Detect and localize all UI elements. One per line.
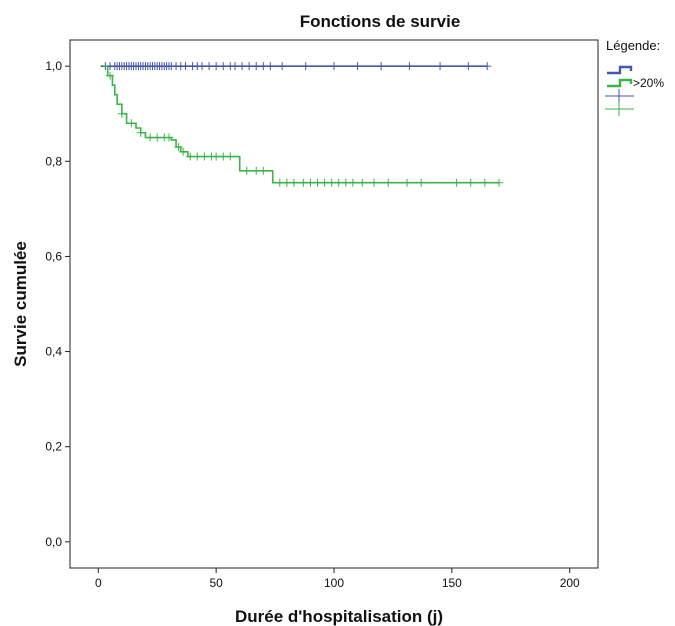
plot-frame: [69, 39, 599, 569]
censor-mark: [266, 62, 275, 71]
censor-mark: [259, 62, 268, 71]
censor-mark: [242, 166, 251, 175]
legend-entry: [605, 102, 634, 116]
censor-mark: [405, 62, 414, 71]
legend-label: >20%: [633, 76, 664, 90]
legend-entry: >20%: [607, 76, 664, 90]
censor-mark: [464, 62, 473, 71]
censor-mark: [452, 178, 461, 187]
censor-mark: [212, 62, 221, 71]
censor-mark: [341, 178, 350, 187]
censor-mark: [179, 147, 188, 156]
censor-mark: [299, 178, 308, 187]
censor-mark: [301, 62, 310, 71]
censor-mark: [205, 62, 214, 71]
censor-mark: [417, 178, 426, 187]
x-tick-label: 200: [560, 576, 580, 590]
censor-mark: [200, 152, 209, 161]
censor-mark: [384, 178, 393, 187]
censor-mark: [212, 152, 221, 161]
series-layer: [100, 62, 503, 187]
censor-mark: [320, 178, 329, 187]
censor-mark: [377, 62, 386, 71]
x-tick-label: 100: [324, 576, 344, 590]
censor-mark: [181, 62, 190, 71]
censor-mark: [480, 178, 489, 187]
survival-curve-series-2: [103, 65, 499, 184]
x-tick-label: 150: [442, 576, 462, 590]
y-tick-label: 0,4: [45, 345, 62, 359]
censor-mark: [146, 133, 155, 142]
censor-mark: [278, 62, 287, 71]
censor-mark: [198, 62, 206, 71]
legend-cross-symbol: [605, 102, 634, 116]
censor-mark: [219, 62, 228, 71]
censor-mark: [245, 62, 254, 71]
y-axis-label: Survie cumulée: [11, 241, 30, 367]
y-tick-label: 0,0: [45, 535, 62, 549]
censor-mark: [348, 178, 357, 187]
censor-mark: [252, 62, 261, 71]
censor-mark: [353, 62, 362, 71]
censor-mark: [127, 119, 136, 128]
censor-mark: [174, 143, 183, 152]
censor-mark: [327, 178, 336, 187]
legend-entry: [605, 89, 634, 103]
chart-title: Fonctions de survie: [300, 12, 461, 31]
legend-entry: [607, 65, 633, 75]
censor-mark: [330, 62, 338, 71]
legend-step-symbol: [607, 65, 633, 75]
censor-mark: [282, 178, 291, 187]
censor-mark: [165, 133, 173, 142]
censor-mark: [483, 62, 492, 71]
legend-title: Légende:: [606, 38, 660, 53]
censor-mark: [231, 62, 239, 71]
censor-mark: [495, 178, 503, 187]
censor-mark: [334, 178, 343, 187]
x-axis-label: Durée d'hospitalisation (j): [235, 607, 443, 626]
censor-mark: [153, 133, 162, 142]
legend-entries: >20%: [605, 65, 664, 116]
censor-mark: [219, 152, 228, 161]
censor-mark: [252, 166, 261, 175]
censor-mark: [226, 152, 235, 161]
censor-mark: [238, 62, 247, 71]
censor-mark: [193, 152, 202, 161]
x-tick-label: 0: [95, 576, 102, 590]
legend: Légende: >20%: [605, 38, 664, 116]
y-tick-label: 0,6: [45, 249, 62, 263]
censor-mark: [259, 166, 268, 175]
censor-mark: [313, 178, 322, 187]
censor-mark: [370, 178, 379, 187]
censor-mark: [106, 71, 115, 80]
censor-mark: [275, 178, 284, 187]
censor-mark: [403, 178, 412, 187]
censor-mark: [306, 178, 315, 187]
censor-mark: [117, 109, 126, 118]
x-tick-label: 50: [209, 576, 223, 590]
y-tick-label: 0,8: [45, 154, 62, 168]
legend-cross-symbol: [605, 89, 634, 103]
y-tick-label: 1,0: [45, 59, 62, 73]
censor-mark: [358, 178, 367, 187]
y-tick-label: 0,2: [45, 440, 62, 454]
censor-mark: [186, 152, 195, 161]
legend-step-symbol: [607, 78, 633, 88]
axis-layer: 0 50 100 150 200 0,0 0,2 0,4 0,6 0,8 1,0: [45, 59, 580, 590]
censor-mark: [289, 178, 298, 187]
censor-mark: [136, 128, 145, 137]
censor-mark: [436, 62, 445, 71]
censor-mark: [466, 178, 475, 187]
